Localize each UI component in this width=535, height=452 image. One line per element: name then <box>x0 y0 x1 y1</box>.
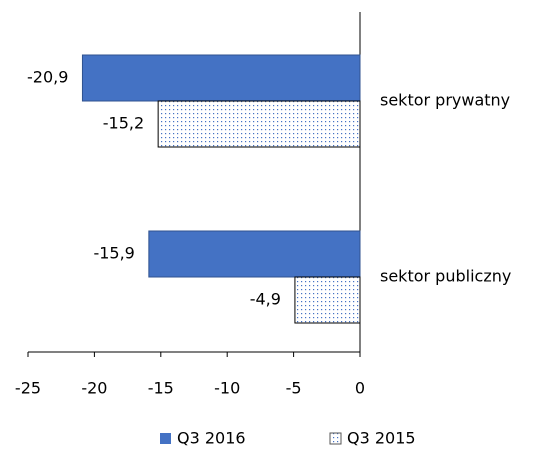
bar <box>81 54 361 102</box>
bar <box>294 276 361 324</box>
x-tick-label: -5 <box>286 379 302 398</box>
value-label: -4,9 <box>250 290 281 309</box>
x-tick-label: -25 <box>15 379 41 398</box>
x-tick-label: -10 <box>214 379 240 398</box>
category-label: sektor prywatny <box>380 91 510 110</box>
x-tick-label: -20 <box>81 379 107 398</box>
legend-swatch <box>160 433 171 444</box>
category-label: sektor publiczny <box>380 267 511 286</box>
legend-swatch <box>329 432 342 445</box>
value-label: -15,2 <box>103 114 144 133</box>
bar <box>157 100 361 148</box>
legend-label: Q3 2015 <box>347 429 416 448</box>
x-tick-label: 0 <box>355 379 365 398</box>
x-tick-label: -15 <box>148 379 174 398</box>
bar <box>148 230 361 278</box>
value-label: -20,9 <box>27 68 68 87</box>
value-label: -15,9 <box>93 244 134 263</box>
legend-label: Q3 2016 <box>177 429 246 448</box>
